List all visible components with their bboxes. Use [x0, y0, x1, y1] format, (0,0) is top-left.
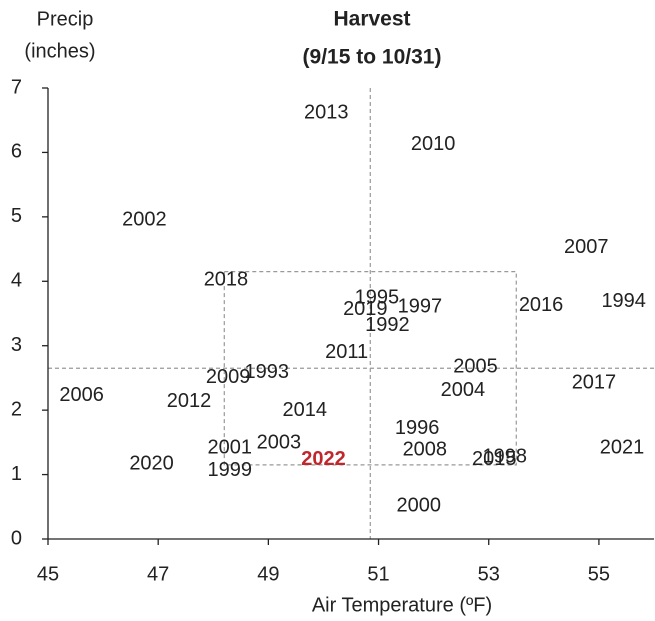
point-label: 1997 [398, 295, 443, 317]
x-tick-label: 55 [588, 563, 610, 585]
point-label: 2015 [472, 448, 517, 470]
y-tick-label: 1 [11, 463, 22, 485]
y-tick-label: 6 [11, 141, 22, 163]
point-label: 2002 [122, 208, 167, 230]
point-label: 2013 [304, 101, 349, 123]
point-label: 1999 [208, 459, 253, 481]
point-label: 2005 [453, 355, 498, 377]
point-label: 2020 [129, 453, 174, 475]
point-label: 1992 [365, 314, 410, 336]
point-label: 2000 [397, 494, 442, 516]
y-axis-label: Precip [37, 8, 94, 30]
point-label: 1993 [244, 361, 289, 383]
point-label: 2018 [204, 268, 249, 290]
chart-subtitle: (9/15 to 10/31) [303, 46, 442, 69]
point-label: 2003 [257, 431, 302, 453]
y-tick-label: 4 [11, 270, 22, 292]
y-tick-label: 3 [11, 334, 22, 356]
x-tick-label: 45 [37, 563, 59, 585]
point-label: 2008 [403, 438, 448, 460]
x-tick-label: 51 [367, 563, 389, 585]
point-label: 2011 [325, 341, 368, 363]
point-label: 2022 [301, 448, 346, 470]
y-axis-label: (inches) [24, 40, 95, 62]
point-label: 2021 [600, 436, 645, 458]
y-tick-label: 7 [11, 76, 22, 98]
x-tick-label: 53 [478, 563, 500, 585]
y-tick-label: 0 [11, 527, 22, 549]
point-label: 1998 [482, 445, 527, 467]
point-label: 2016 [519, 294, 564, 316]
y-tick-label: 2 [11, 398, 22, 420]
point-label: 2009 [206, 366, 251, 388]
point-label: 1994 [601, 290, 646, 312]
chart-title: Harvest [333, 8, 410, 31]
point-label: 2007 [564, 236, 609, 258]
point-label: 2010 [411, 133, 456, 155]
point-label: 2012 [167, 390, 212, 412]
point-label: 2014 [282, 399, 327, 421]
y-tick-label: 5 [11, 205, 22, 227]
x-tick-label: 47 [147, 563, 169, 585]
point-label: 2017 [572, 371, 617, 393]
x-axis-label: Air Temperature (ºF) [312, 594, 492, 616]
point-label: 2004 [441, 379, 486, 401]
point-label: 2019 [343, 298, 388, 320]
point-label: 2001 [208, 436, 253, 458]
point-label: 1996 [395, 417, 440, 439]
point-label: 1995 [355, 286, 400, 308]
std-box [223, 271, 517, 466]
point-label: 2006 [59, 384, 104, 406]
x-tick-label: 49 [257, 563, 279, 585]
